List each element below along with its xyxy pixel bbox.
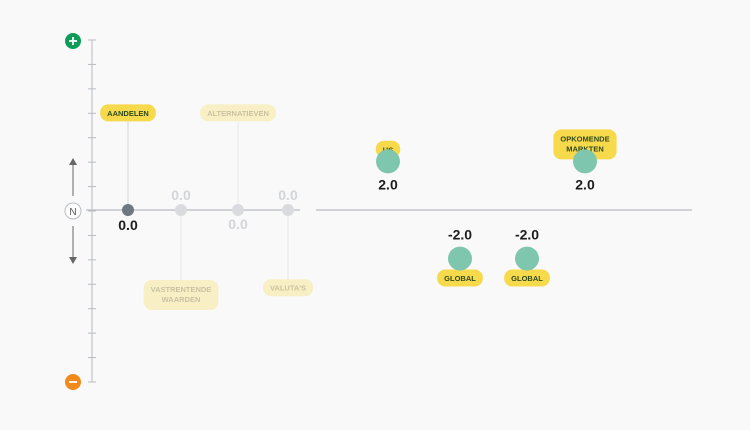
point-label: MARKTEN [566,144,604,153]
label-pill [200,104,276,122]
data-point [122,204,134,216]
value-label: 2.0 [575,176,595,192]
point-label: WAARDEN [162,295,201,304]
data-point [573,149,597,174]
value-label: 2.0 [378,176,398,192]
point-label: ALTERNATIEVEN [207,109,269,118]
point-label: GLOBAL [511,274,543,283]
value-label: 0.0 [228,216,248,232]
point-label: VASTRENTENDE [151,285,212,294]
point-label: OPKOMENDE [560,134,609,143]
data-point [448,246,472,271]
data-point [282,204,294,216]
label-pill [553,129,617,160]
label-pill [504,269,550,287]
neutral-circle-icon [64,202,82,220]
up-arrow-icon [69,158,77,165]
data-point [515,246,539,271]
value-label: -2.0 [515,227,539,243]
value-label: 0.0 [171,187,191,203]
data-point [232,204,244,216]
point-label: GLOBAL [444,274,476,283]
label-pill [437,269,483,287]
label-pill [262,279,314,297]
point-label: VALUTA'S [270,284,306,293]
value-label: 0.0 [278,187,298,203]
label-pill [143,280,219,310]
down-arrow-icon [69,257,77,264]
value-label: 0.0 [118,217,138,233]
label-pill [100,104,156,122]
neutral-label: N [69,207,76,218]
value-label: -2.0 [448,227,472,243]
point-label: AANDELEN [107,109,149,118]
data-point [175,204,187,216]
data-point [376,149,400,174]
